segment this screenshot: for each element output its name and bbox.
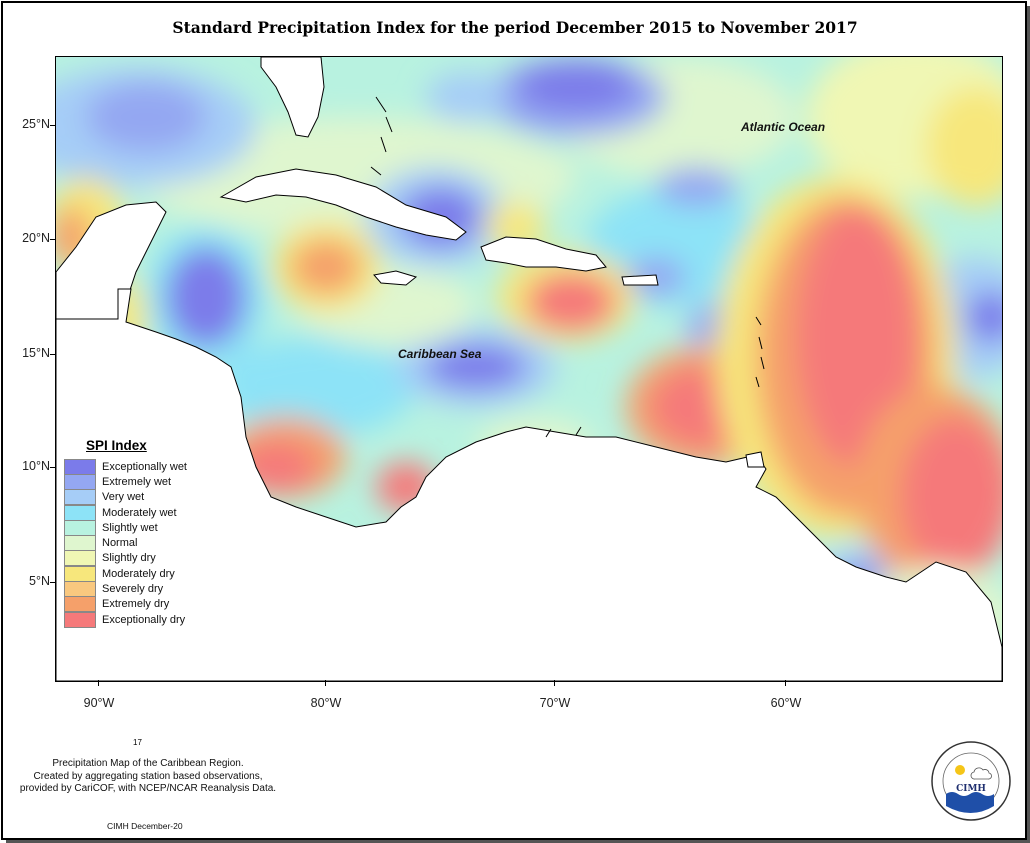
legend-label: Severely dry bbox=[102, 583, 164, 596]
cloud-icon bbox=[970, 767, 992, 780]
lon-label-60w: 60°W bbox=[770, 696, 802, 710]
legend-item: Slightly wet bbox=[64, 519, 187, 536]
map-caption: Precipitation Map of the Caribbean Regio… bbox=[8, 758, 288, 796]
lon-tick bbox=[785, 680, 786, 686]
legend-swatch bbox=[64, 519, 96, 536]
lon-label-80w: 80°W bbox=[310, 696, 342, 710]
lat-tick bbox=[50, 239, 55, 240]
legend-swatch bbox=[64, 489, 96, 506]
lat-label-5n: 5°N bbox=[29, 574, 50, 588]
wave-icon bbox=[946, 792, 994, 813]
legend-label: Moderately dry bbox=[102, 567, 175, 580]
lat-tick bbox=[50, 354, 55, 355]
lat-label-15n: 15°N bbox=[22, 346, 50, 360]
cimh-logo-graphic: CIMH bbox=[931, 741, 1011, 821]
caption-line: provided by CariCOF, with NCEP/NCAR Rean… bbox=[19, 783, 277, 794]
legend-item: Moderately dry bbox=[64, 565, 187, 582]
legend-item: Moderately wet bbox=[64, 504, 187, 521]
lat-label-20n: 20°N bbox=[22, 231, 50, 245]
sun-icon bbox=[955, 765, 965, 775]
legend-item: Very wet bbox=[64, 489, 187, 506]
legend-swatch bbox=[64, 596, 96, 613]
lat-tick bbox=[50, 125, 55, 126]
legend-item: Extremely wet bbox=[64, 473, 187, 490]
coastlines-minor bbox=[370, 96, 765, 438]
legend-label: Extremely dry bbox=[102, 598, 170, 611]
lon-label-70w: 70°W bbox=[539, 696, 571, 710]
spi-map: Atlantic Ocean Caribbean Sea bbox=[55, 56, 1003, 682]
lon-tick bbox=[554, 680, 555, 686]
map-credit: CIMH December-20 bbox=[107, 821, 183, 831]
ocean-label-caribbean: Caribbean Sea bbox=[398, 347, 482, 361]
lon-label-90w: 90°W bbox=[83, 696, 115, 710]
legend-label: Very wet bbox=[102, 491, 145, 504]
legend-items: Exceptionally wet Extremely wet Very wet… bbox=[64, 458, 187, 628]
footer-number: 17 bbox=[133, 738, 142, 747]
legend-title: SPI Index bbox=[86, 438, 147, 453]
legend-swatch bbox=[64, 504, 96, 521]
caption-line: Precipitation Map of the Caribbean Regio… bbox=[52, 758, 244, 769]
legend-label: Exceptionally dry bbox=[102, 613, 186, 626]
legend-item: Extremely dry bbox=[64, 596, 187, 613]
map-title: Standard Precipitation Index for the per… bbox=[172, 18, 858, 37]
legend-swatch bbox=[64, 473, 96, 490]
spi-map-graphic bbox=[56, 57, 1002, 681]
legend-item: Slightly dry bbox=[64, 550, 187, 567]
lat-label-10n: 10°N bbox=[22, 459, 50, 473]
caption-line: Created by aggregating station based obs… bbox=[33, 770, 263, 782]
land bbox=[56, 57, 1002, 681]
legend-label: Normal bbox=[102, 537, 138, 550]
logo-text: CIMH bbox=[956, 784, 986, 794]
legend-swatch bbox=[64, 535, 96, 552]
lon-tick bbox=[325, 680, 326, 686]
legend-swatch bbox=[64, 458, 96, 475]
legend-item: Severely dry bbox=[64, 581, 187, 598]
legend-label: Extremely wet bbox=[102, 475, 172, 488]
legend-swatch bbox=[64, 565, 96, 582]
lat-tick bbox=[50, 467, 55, 468]
legend-item: Exceptionally dry bbox=[64, 611, 187, 628]
legend-label: Slightly dry bbox=[102, 552, 156, 565]
lon-tick bbox=[98, 680, 99, 686]
legend-label: Slightly wet bbox=[102, 521, 158, 534]
legend-label: Moderately wet bbox=[102, 506, 177, 519]
legend-swatch bbox=[64, 611, 96, 628]
lat-tick bbox=[50, 582, 55, 583]
ocean-label-atlantic: Atlantic Ocean bbox=[741, 120, 826, 134]
lat-label-25n: 25°N bbox=[22, 117, 50, 131]
cimh-logo: CIMH bbox=[930, 740, 1012, 822]
legend-label: Exceptionally wet bbox=[102, 460, 187, 473]
legend-item: Normal bbox=[64, 535, 187, 552]
legend-swatch bbox=[64, 581, 96, 598]
legend-swatch bbox=[64, 550, 96, 567]
spi-legend: SPI Index Exceptionally wet Extremely we… bbox=[64, 438, 187, 628]
legend-item: Exceptionally wet bbox=[64, 458, 187, 475]
